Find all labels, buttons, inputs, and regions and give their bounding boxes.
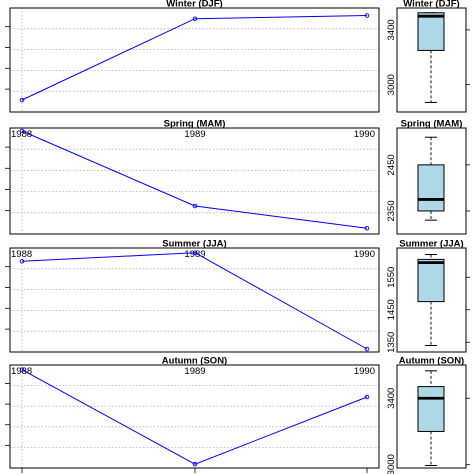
panel-frame <box>9 247 380 353</box>
data-point <box>192 203 198 209</box>
data-point <box>364 394 370 400</box>
line-panel-1: Spring (MAM) 1988 1989 1990 <box>5 119 380 235</box>
x-tick-label: 1990 <box>354 366 375 377</box>
panel-title: Spring (MAM) <box>164 119 226 130</box>
data-point <box>364 225 370 231</box>
series-line <box>21 252 368 350</box>
box-panel-0: Winter (DJF) 3000 3400 <box>386 0 470 113</box>
x-tick-label: 1989 <box>184 129 205 140</box>
x-tick-label: 1988 <box>11 249 32 260</box>
y-tick-label: 2350 <box>386 200 397 221</box>
y-tick-label: 3000 <box>386 74 397 95</box>
box-title: Winter (DJF) <box>403 0 459 10</box>
line-panel-3: Autumn (SON)1988 1989 1990 <box>5 356 380 473</box>
box-frame <box>396 364 467 469</box>
x-tick-label: 1989 <box>184 366 205 377</box>
series-line <box>21 15 368 101</box>
line-panel-0: Winter (DJF) <box>5 0 380 113</box>
box-panel-2: Summer (JJA) 1350 1450 1550 <box>386 239 470 353</box>
y-tick-label: 3400 <box>386 388 397 409</box>
data-point <box>19 128 25 134</box>
y-tick-label: 1550 <box>386 267 397 288</box>
x-tick-label: 1990 <box>354 129 375 140</box>
data-point <box>364 346 370 352</box>
box-frame <box>396 7 467 113</box>
x-tick-label: 1988 <box>11 129 32 140</box>
box-title: Spring (MAM) <box>401 119 463 130</box>
y-tick-label: 2450 <box>386 154 397 175</box>
box-panel-1: Spring (MAM) 2350 2450 <box>386 119 470 235</box>
box-title: Autumn (SON) <box>399 356 464 367</box>
series-line <box>21 130 368 229</box>
y-tick-label: 3400 <box>386 19 397 40</box>
data-point <box>192 250 198 255</box>
line-panel-2: Summer (JJA)1988 1989 1990 <box>5 239 380 353</box>
panel-frame <box>9 364 380 469</box>
box-frame <box>396 127 467 235</box>
data-point <box>19 97 25 103</box>
y-tick-label: 3000 <box>386 454 397 474</box>
panel-title: Winter (DJF) <box>166 0 222 10</box>
iqr-box <box>417 258 445 303</box>
data-point <box>19 367 25 372</box>
data-point <box>364 13 370 18</box>
iqr-box <box>417 12 445 51</box>
panel-frame <box>9 7 380 113</box>
panel-frame <box>9 127 380 235</box>
box-frame <box>396 247 467 353</box>
panel-title: Autumn (SON) <box>162 356 227 367</box>
iqr-box <box>417 386 445 432</box>
y-tick-label: 1350 <box>386 332 397 353</box>
iqr-box <box>417 164 445 212</box>
series-line <box>21 369 368 465</box>
data-point <box>19 259 25 264</box>
y-tick-label: 1450 <box>386 299 397 320</box>
box-panel-3: Autumn (SON) 3000 3400 <box>386 356 470 474</box>
data-point <box>192 461 198 467</box>
data-point <box>192 16 198 21</box>
box-title: Summer (JJA) <box>399 239 463 250</box>
panel-title: Summer (JJA) <box>162 239 226 250</box>
x-tick-label: 1990 <box>354 249 375 260</box>
